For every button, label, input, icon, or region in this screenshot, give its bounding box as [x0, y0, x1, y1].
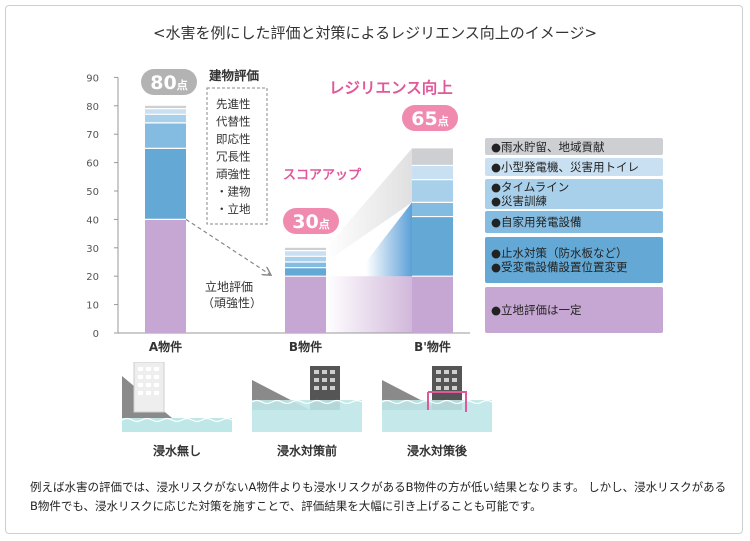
- flood-water-icon: [252, 400, 362, 432]
- legend-item-text: ●止水対策（防水板など）: [491, 246, 628, 260]
- dashed-arrow: [185, 218, 270, 274]
- scene-label-before-measures: 浸水対策前: [276, 444, 337, 458]
- legend-item: ●雨水貯留、地域貢献: [485, 138, 663, 155]
- location-eval-sublabel: （頑強性）: [202, 296, 262, 310]
- y-tick-label: 70: [86, 130, 99, 141]
- building-eval-item: ・建物: [216, 185, 251, 199]
- legend-item-text: ●小型発電機、災害用トイレ: [491, 160, 640, 174]
- y-tick-label: 30: [86, 244, 99, 255]
- legend-item-text: ●受変電設備設置位置変更: [491, 260, 628, 274]
- score-bubble-label: 30点: [292, 211, 329, 233]
- bar-segment: [285, 256, 326, 262]
- bar-segment: [145, 122, 186, 149]
- fan-location: [326, 276, 412, 333]
- building-eval-item: 頑強性: [216, 167, 251, 181]
- bar-segment: [285, 247, 326, 251]
- scene-label-no-flood: 浸水無し: [152, 444, 201, 458]
- bar-segment: [412, 216, 453, 277]
- bar-segment: [145, 219, 186, 333]
- legend-item-text: ●自家用発電設備: [491, 215, 582, 229]
- scene-label-after-measures: 浸水対策後: [406, 444, 467, 458]
- bar-segment: [412, 148, 453, 166]
- legend-item-text: ●雨水貯留、地域貢献: [491, 139, 605, 154]
- y-tick-label: 0: [93, 329, 99, 340]
- figure-frame: [5, 5, 743, 534]
- score-bubble-label: 65点: [411, 108, 448, 130]
- fan-measures: [366, 202, 412, 277]
- legend-item-text: ●タイムライン: [491, 180, 570, 194]
- bar-segment: [412, 165, 453, 180]
- scene-before-measures: [252, 366, 362, 432]
- flood-barrier-icon: [428, 391, 467, 412]
- bar-segment: [145, 148, 186, 220]
- score-up-label: スコアアップ: [283, 168, 362, 183]
- legend-item: ●止水対策（防水板など） ●受変電設備設置位置変更: [485, 237, 663, 283]
- score-bubble: [402, 105, 458, 131]
- bar-segment: [412, 202, 453, 217]
- location-eval-label: 立地評価: [205, 279, 253, 294]
- y-tick-label: 90: [86, 73, 99, 84]
- building-eval-box: [206, 87, 268, 225]
- score-bubble-label: 80点: [150, 72, 187, 94]
- building-eval-item: 即応性: [216, 132, 251, 146]
- legend-item-text: ●災害訓練: [491, 194, 548, 208]
- x-tick-label: B'物件: [414, 339, 451, 354]
- legend-item: ●自家用発電設備: [485, 211, 663, 233]
- bar-segment: [145, 108, 186, 115]
- y-tick-label: 60: [86, 159, 99, 170]
- bar-segment: [285, 267, 326, 277]
- building-eval-item: ・立地: [216, 202, 251, 216]
- fan-upper: [326, 148, 412, 262]
- bar-segment: [285, 250, 326, 257]
- y-tick-label: 20: [86, 272, 99, 283]
- figure-title: <水害を例にした評価と対策によるレジリエンス向上のイメージ>: [152, 24, 598, 42]
- building-eval-item: 先進性: [216, 97, 251, 111]
- bar-segment: [412, 179, 453, 203]
- building-eval-item: 冗長性: [216, 150, 251, 164]
- building-eval-item: 代替性: [216, 115, 251, 129]
- y-tick-label: 50: [86, 187, 99, 198]
- y-tick-label: 40: [86, 215, 99, 226]
- legend-item: ●立地評価は一定: [485, 287, 663, 333]
- legend-item-text: ●立地評価は一定: [491, 303, 582, 317]
- y-tick-label: 10: [86, 301, 99, 312]
- bar-segment: [145, 114, 186, 123]
- resilience-up-label: レジリエンス向上: [329, 78, 453, 97]
- bar-segment: [285, 276, 326, 333]
- y-tick-label: 80: [86, 102, 99, 113]
- water-icon: [122, 418, 232, 432]
- footer-note: 例えば水害の評価では、浸水リスクがないA物件よりも浸水リスクがあるB物件の方が低…: [30, 480, 727, 513]
- x-tick-label: A物件: [149, 339, 182, 354]
- flood-water-icon: [382, 400, 492, 432]
- score-bubble: [283, 208, 339, 234]
- x-tick-label: B物件: [289, 339, 322, 354]
- scene-after-measures: [382, 366, 492, 432]
- bar-segment: [285, 262, 326, 268]
- building-eval-label: 建物評価: [209, 68, 260, 83]
- legend-item: ●タイムライン ●災害訓練: [485, 179, 663, 209]
- legend-item: ●小型発電機、災害用トイレ: [485, 158, 663, 176]
- bar-segment: [412, 276, 453, 333]
- bar-segment: [145, 105, 186, 109]
- scene-no-flood: [122, 362, 232, 432]
- score-bubble: [141, 69, 197, 95]
